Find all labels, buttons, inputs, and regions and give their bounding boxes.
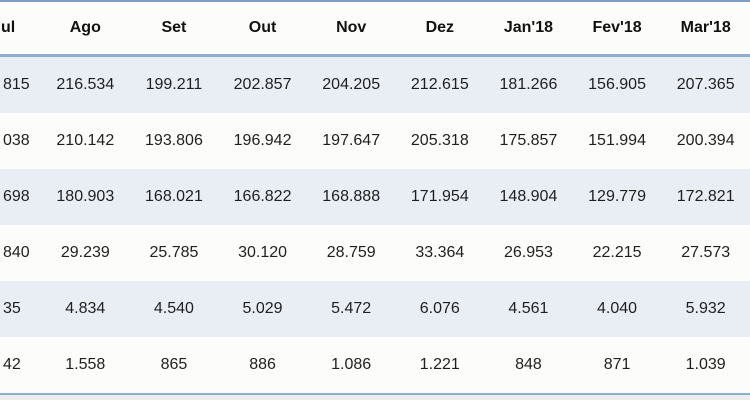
column-header: Jan'18 [484, 1, 573, 57]
table-cell: 28.759 [326, 244, 376, 261]
column-header: Ago [41, 1, 130, 57]
table-cell: 151.994 [588, 132, 646, 149]
table-cell: 5.029 [242, 300, 283, 317]
table-cell: 6.076 [419, 300, 460, 317]
table-cell: 25.785 [149, 244, 199, 261]
table-header: ul Ago Set Out Nov Dez Jan'18 Fev'18 Mar'18 [0, 1, 750, 57]
table-cell: 180.903 [56, 188, 115, 205]
table-cell: 871 [603, 356, 631, 373]
table-row: 35 4.834 4.540 5.029 5.472 6.076 4.561 4.040 5.9… [0, 281, 750, 337]
column-header: ul [0, 1, 41, 57]
table-cell: 815 [3, 76, 30, 93]
table-row: 815 216.534 199.211 202.857 204.205 212.615 18… [0, 55, 750, 113]
table-cell: 172.821 [676, 188, 735, 205]
table-cell: 5.932 [685, 300, 726, 317]
header-row: ul Ago Set Out Nov Dez Jan'18 Fev'18 Mar'18 [0, 1, 750, 57]
table-cell: 42 [3, 356, 21, 373]
table-cell: 1.221 [419, 356, 460, 373]
table-cell: 4.561 [508, 300, 549, 317]
table-cell: 698 [3, 188, 30, 205]
table-cell: 212.615 [410, 76, 469, 93]
table-cell: 171.954 [410, 188, 469, 205]
column-header: Out [218, 1, 307, 57]
table-cell: 205.318 [410, 132, 469, 149]
table-cell: 200.394 [676, 132, 735, 149]
table-cell: 29.239 [60, 244, 110, 261]
table-cell: 886 [249, 356, 276, 373]
table-row: 698 180.903 168.021 166.822 168.888 171.954 14… [0, 169, 750, 225]
table-cell: 4.834 [65, 300, 106, 317]
table-cell: 1.039 [685, 356, 726, 373]
table-cell: 193.806 [145, 132, 203, 149]
column-header: Mar'18 [661, 1, 750, 57]
bottom-strip [0, 395, 750, 400]
table-cell: 168.021 [145, 188, 203, 205]
table-cell: 181.266 [499, 76, 558, 93]
table-cell: 840 [3, 244, 30, 261]
table-cell: 216.534 [56, 76, 115, 93]
column-header: Dez [395, 1, 485, 57]
table-cell: 848 [515, 356, 542, 373]
table-cell: 1.558 [65, 356, 106, 373]
table-cell: 202.857 [233, 76, 292, 93]
table-row: 42 1.558 865 886 1.086 1.221 848 871 1.039 [0, 337, 750, 394]
table-cell: 204.205 [322, 76, 381, 93]
table-cell: 33.364 [415, 244, 465, 261]
table-cell: 168.888 [322, 188, 381, 205]
table-cell: 129.779 [588, 188, 646, 205]
table-cell: 22.215 [592, 244, 642, 261]
column-header: Set [129, 1, 219, 57]
table-cell: 865 [160, 356, 188, 373]
table-cell: 175.857 [499, 132, 558, 149]
table-cell: 038 [3, 132, 30, 149]
table-cell: 166.822 [233, 188, 292, 205]
table-cell: 26.953 [503, 244, 553, 261]
table-cell: 196.942 [233, 132, 292, 149]
table-body: 815 216.534 199.211 202.857 204.205 212.615 18… [0, 55, 750, 394]
table-cell: 148.904 [499, 188, 558, 205]
table-cell: 1.086 [331, 356, 372, 373]
table-cell: 210.142 [56, 132, 115, 149]
table-cell: 197.647 [322, 132, 381, 149]
column-header: Fev'18 [572, 1, 662, 57]
table-row: 840 29.239 25.785 30.120 28.759 33.364 26.953 2… [0, 225, 750, 281]
table-cell: 4.040 [597, 300, 638, 317]
table-cell: 30.120 [238, 244, 288, 261]
table-cell: 156.905 [588, 76, 646, 93]
table-cell: 199.211 [145, 76, 203, 93]
table-cell: 35 [3, 300, 21, 317]
column-header: Nov [306, 1, 396, 57]
table-cell: 4.540 [153, 300, 194, 317]
table-cell: 27.573 [681, 244, 731, 261]
table-row: 038 210.142 193.806 196.942 197.647 205.318 17… [0, 113, 750, 169]
table-cell: 5.472 [331, 300, 372, 317]
table-cell: 207.365 [676, 76, 735, 93]
